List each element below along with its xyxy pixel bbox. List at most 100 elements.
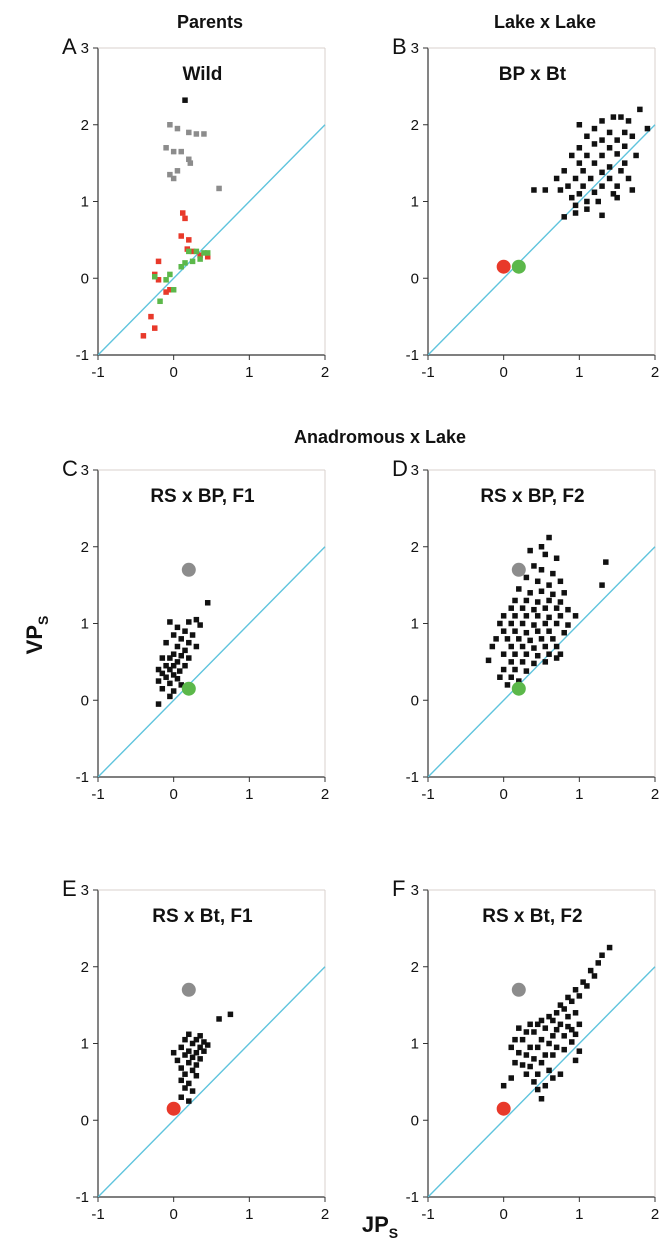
data-point bbox=[614, 183, 620, 189]
data-point bbox=[584, 983, 590, 989]
data-point bbox=[167, 271, 173, 278]
data-point bbox=[584, 206, 590, 212]
y-tick-label: 3 bbox=[411, 40, 419, 57]
data-point bbox=[182, 260, 188, 266]
data-point bbox=[534, 613, 541, 619]
reference-line bbox=[427, 966, 656, 1198]
data-point bbox=[523, 629, 530, 636]
panel-title: RS x Bt, F2 bbox=[482, 906, 582, 927]
x-tick-label: 1 bbox=[245, 1206, 253, 1223]
data-point bbox=[186, 1080, 192, 1087]
data-point bbox=[587, 175, 594, 182]
x-tick-label: 0 bbox=[169, 1206, 177, 1223]
y-tick-label: 0 bbox=[81, 692, 89, 709]
data-point bbox=[170, 175, 177, 182]
data-point bbox=[189, 1088, 196, 1094]
data-point bbox=[542, 187, 549, 193]
data-point bbox=[186, 248, 192, 255]
data-point bbox=[186, 129, 192, 136]
data-point bbox=[512, 651, 518, 657]
data-point bbox=[186, 1048, 192, 1054]
data-point bbox=[497, 674, 503, 680]
data-point bbox=[584, 198, 590, 205]
data-point bbox=[606, 175, 613, 182]
data-point bbox=[546, 1013, 552, 1020]
y-tick-label: 0 bbox=[411, 1112, 419, 1129]
data-point bbox=[557, 1002, 564, 1008]
y-tick-label: 3 bbox=[411, 462, 419, 479]
data-point bbox=[565, 994, 571, 1001]
panel-c: -1 0 1 2 -1 0 1 2 3C RS x BP, F1 bbox=[62, 456, 329, 803]
data-point bbox=[595, 960, 601, 966]
y-tick-label: -1 bbox=[76, 1189, 89, 1206]
data-point bbox=[193, 643, 200, 650]
data-point bbox=[155, 678, 162, 684]
x-tick-label: 2 bbox=[651, 786, 659, 803]
data-point bbox=[157, 298, 163, 305]
data-point bbox=[553, 620, 560, 627]
y-tick-label: -1 bbox=[76, 347, 89, 364]
data-point bbox=[178, 682, 184, 688]
data-point bbox=[531, 606, 537, 613]
data-point bbox=[569, 998, 575, 1005]
data-point bbox=[178, 1044, 184, 1051]
y-tick-label: 3 bbox=[411, 882, 419, 899]
data-point bbox=[189, 248, 196, 255]
data-point bbox=[542, 1052, 549, 1058]
data-point bbox=[557, 599, 564, 605]
data-point bbox=[516, 678, 522, 684]
data-point bbox=[542, 659, 549, 665]
data-point bbox=[572, 1057, 579, 1064]
data-point bbox=[174, 624, 181, 631]
data-point bbox=[163, 277, 169, 283]
panel-letter: A bbox=[62, 34, 77, 59]
data-point bbox=[178, 233, 184, 239]
x-tick-label: 1 bbox=[575, 786, 583, 803]
data-point bbox=[531, 1079, 537, 1085]
data-point bbox=[167, 287, 173, 293]
panel-d: -1 0 1 2 -1 0 1 2 3D RS x BP, F2 bbox=[392, 456, 659, 803]
data-point bbox=[599, 212, 605, 219]
data-point bbox=[527, 1063, 533, 1070]
data-point bbox=[561, 168, 567, 174]
data-point bbox=[186, 1059, 192, 1066]
data-point bbox=[531, 622, 537, 628]
data-point bbox=[152, 325, 158, 331]
data-point bbox=[170, 672, 177, 678]
data-point bbox=[531, 1029, 537, 1035]
data-point bbox=[500, 613, 507, 619]
data-point bbox=[500, 1082, 507, 1089]
x-tick-label: 2 bbox=[321, 1206, 329, 1223]
data-point bbox=[523, 1052, 530, 1058]
data-point bbox=[174, 676, 181, 682]
data-point bbox=[527, 590, 533, 596]
panel-letter: B bbox=[392, 34, 407, 59]
data-point bbox=[629, 133, 636, 140]
data-point bbox=[538, 588, 545, 595]
y-axis-label: VPS bbox=[22, 616, 51, 655]
data-point bbox=[534, 652, 541, 659]
x-tick-label: 1 bbox=[245, 364, 253, 381]
data-point bbox=[546, 1067, 552, 1074]
data-point bbox=[187, 160, 194, 166]
data-point bbox=[519, 1036, 526, 1043]
data-point bbox=[170, 662, 177, 669]
data-point bbox=[621, 143, 628, 149]
data-point bbox=[197, 256, 203, 262]
data-point bbox=[550, 1052, 556, 1058]
data-point bbox=[561, 1046, 567, 1053]
data-point bbox=[163, 662, 169, 669]
data-point bbox=[189, 1067, 196, 1074]
x-axis-label-sub: S bbox=[389, 1225, 398, 1241]
data-point bbox=[186, 639, 192, 646]
data-point bbox=[550, 1075, 556, 1081]
y-tick-label: 1 bbox=[81, 616, 89, 633]
data-point bbox=[542, 643, 549, 650]
data-point bbox=[216, 185, 222, 192]
y-tick-label: 1 bbox=[81, 194, 89, 211]
data-point bbox=[519, 1062, 526, 1068]
data-point bbox=[553, 1026, 560, 1033]
data-point bbox=[534, 1044, 541, 1051]
data-point bbox=[542, 620, 549, 627]
data-point bbox=[614, 194, 620, 201]
